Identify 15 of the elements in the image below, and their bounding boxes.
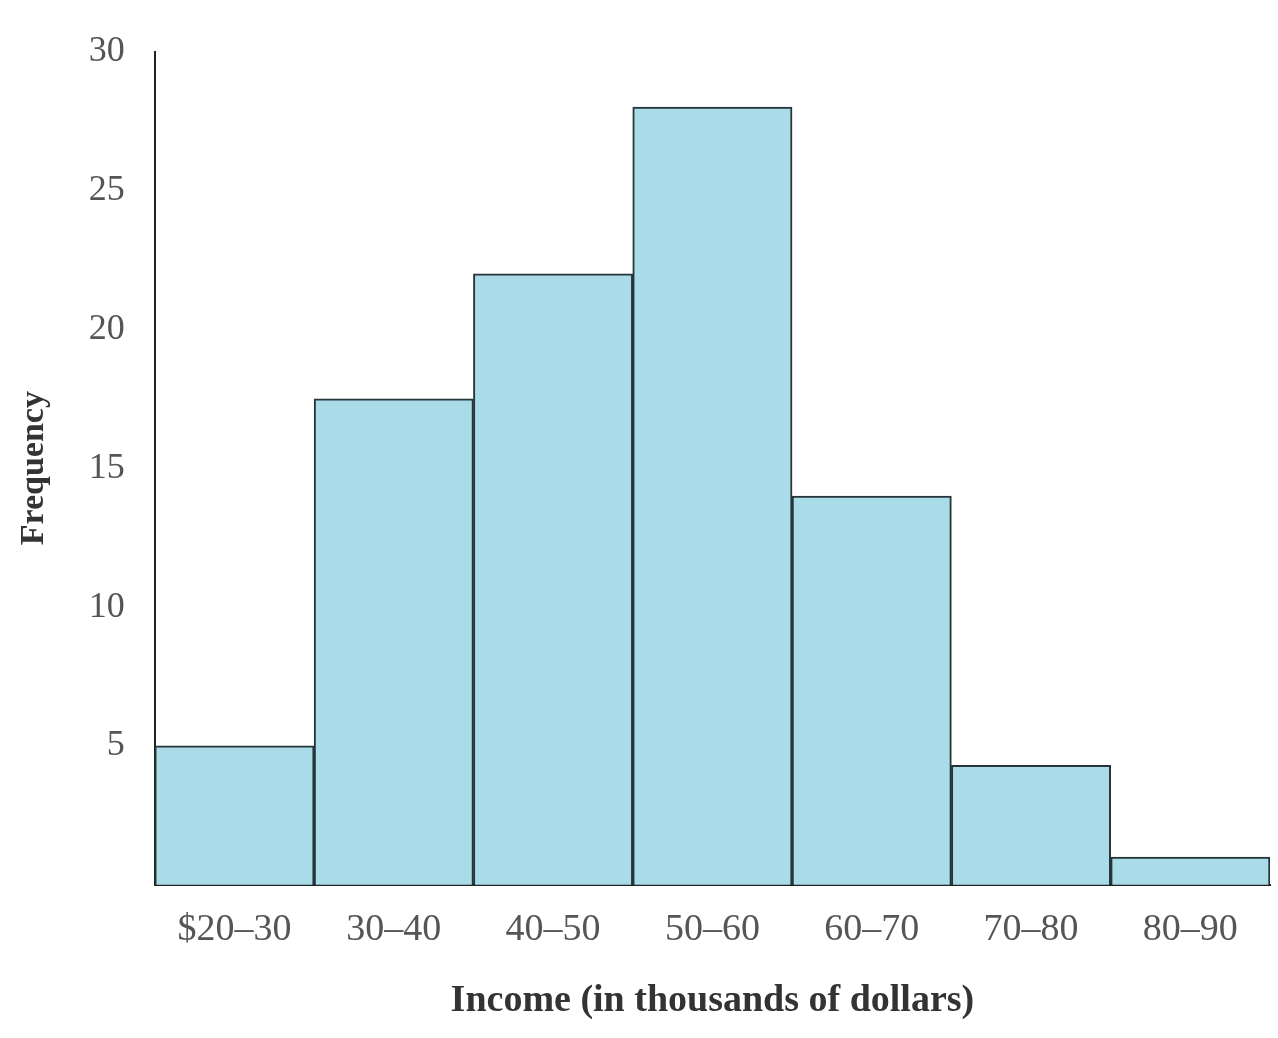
x-tick-label: 50–60 xyxy=(664,905,760,948)
y-axis-title: Frequency xyxy=(13,391,51,546)
x-tick-label: 80–90 xyxy=(1142,905,1238,948)
x-tick-label: 40–50 xyxy=(505,905,601,948)
y-tick-label: 15 xyxy=(88,445,125,486)
y-tick-label: 10 xyxy=(88,584,125,625)
y-tick-label: 25 xyxy=(88,167,125,208)
x-tick-label: 70–80 xyxy=(983,905,1079,948)
x-axis-title: Income (in thousands of dollars) xyxy=(450,977,975,1021)
y-tick-label: 5 xyxy=(106,723,125,764)
x-tick-label: $20–30 xyxy=(177,905,292,948)
x-tick-label: 30–40 xyxy=(346,905,442,948)
y-tick-label: 20 xyxy=(88,306,125,347)
y-tick-label: 30 xyxy=(88,29,125,70)
x-tick-label: 60–70 xyxy=(824,905,920,948)
